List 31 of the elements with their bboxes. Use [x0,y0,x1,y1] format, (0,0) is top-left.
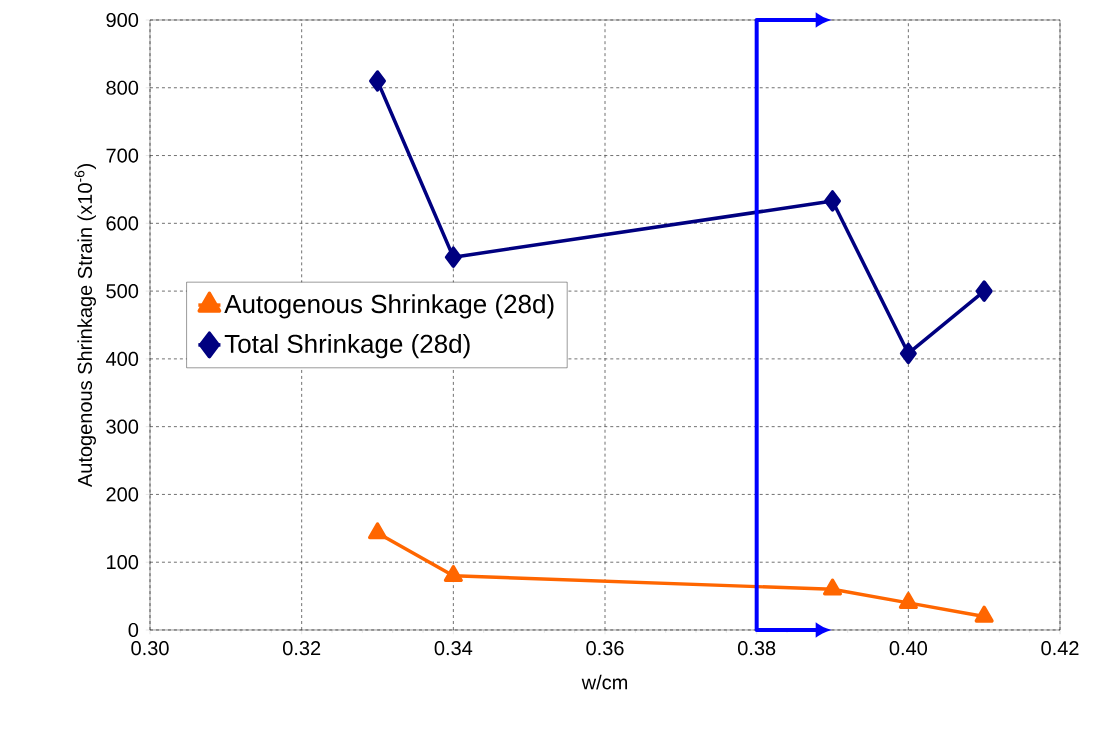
x-tick-label: 0.38 [738,641,776,656]
y-tick-label: 800 [106,80,139,95]
x-tick-label: 0.40 [889,641,928,656]
x-tick-label: 0.42 [1041,641,1079,656]
point [369,70,387,92]
point [974,605,994,623]
y-tick-label: 400 [105,351,139,366]
legend-label: Autogenous Shrinkage (28d) [224,294,554,319]
point [898,592,918,610]
x-tick-label: 0.34 [434,641,473,656]
point [444,246,462,268]
y-tick-label: 900 [106,12,139,28]
legend-label: Total Shrinkage (28d) [224,333,470,359]
y-tick-label: 700 [106,148,139,163]
y-tick-label: 600 [106,216,139,231]
x-tick-label: 0.36 [586,641,624,656]
point [367,522,388,540]
point [824,190,842,212]
y-axis-title: Autogenous Shrinkage Strain (x10$^{-6}$) [74,164,96,488]
point [975,280,993,302]
y-tick-label: 500 [106,284,139,299]
y-tick-label: 0 [128,622,139,638]
y-tick-label: 300 [106,419,139,434]
point [822,578,843,596]
x-tick-label: 0.30 [131,641,169,656]
y-tick-label: 200 [106,487,139,502]
y-tick-label: 100 [107,555,139,570]
point [899,342,917,365]
point [443,565,463,583]
x-tick-label: 0.32 [282,641,321,656]
x-axis-title: w/cm [581,674,628,690]
